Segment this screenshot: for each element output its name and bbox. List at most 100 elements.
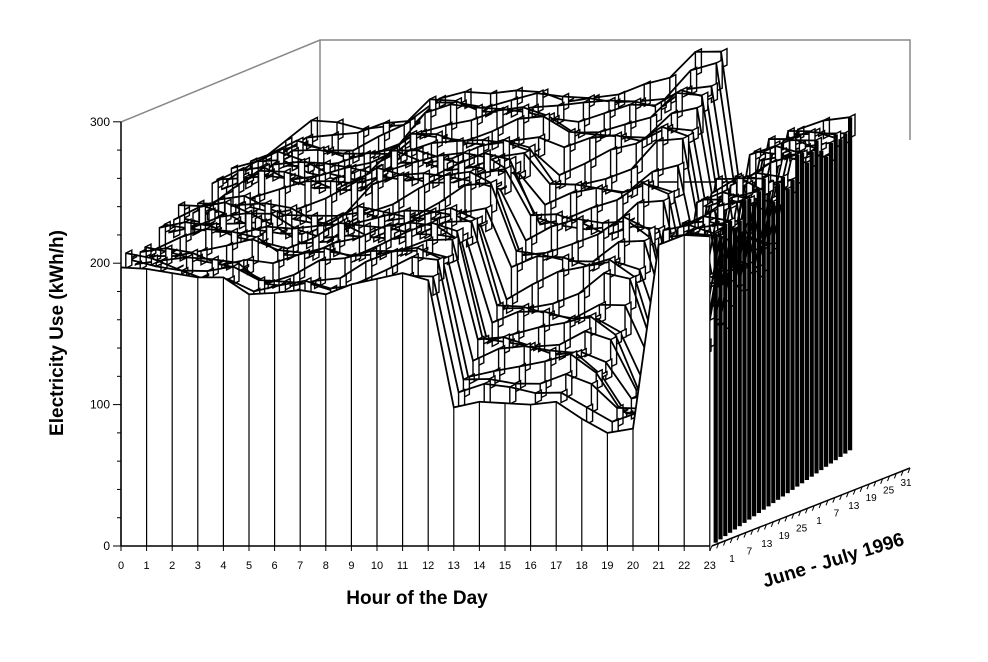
ribbon-segment: [312, 233, 320, 262]
back-frame-outline: [120, 39, 911, 140]
date-tick: [852, 489, 856, 495]
ribbon-segment: [534, 388, 543, 405]
date-tick: [866, 483, 870, 490]
date-tick: [798, 510, 802, 517]
date-tick-label: 13: [848, 501, 860, 512]
ribbon-segment: [713, 227, 722, 235]
x-tick-label: 11: [397, 560, 408, 572]
ribbon-segment: [411, 158, 419, 187]
date-tick-label: 19: [866, 493, 878, 504]
day-edge-bar: [742, 200, 747, 523]
x-tick-label: 5: [246, 560, 252, 572]
front-profile-line: [120, 234, 710, 434]
date-tick: [907, 467, 911, 474]
y-axis: 0 100 200 300: [90, 115, 122, 553]
date-tick: [709, 545, 713, 552]
day-edge-bar: [776, 184, 781, 500]
x-tick-label: 0: [118, 560, 124, 572]
date-tick: [736, 535, 740, 541]
date-tick: [900, 470, 904, 476]
x-tick-label: 21: [652, 560, 664, 572]
x-tick-label: 6: [272, 560, 278, 572]
day-edge-bar: [723, 223, 728, 537]
date-tick: [729, 537, 733, 544]
x-tick-label: 12: [422, 560, 434, 572]
date-tick: [839, 494, 843, 501]
date-tick: [743, 532, 747, 538]
ribbon-segment: [480, 219, 488, 228]
day-edge-bar: [771, 201, 776, 504]
date-tick: [764, 524, 767, 530]
day-edge-bar: [728, 220, 733, 533]
front-drop-lines: [120, 234, 711, 547]
x-tick-label: 10: [371, 560, 383, 572]
date-tick-label: 7: [747, 546, 753, 557]
x-tick-label: 18: [576, 560, 588, 572]
day-edge-bar: [718, 236, 723, 540]
day-edge-bar: [828, 142, 833, 464]
date-tick: [880, 478, 884, 484]
ribbon-segment: [544, 200, 552, 231]
day-edge-bar: [795, 154, 800, 487]
y-tick-label: 200: [90, 256, 110, 270]
x-tick-label: 15: [499, 560, 511, 572]
date-tick-label: 13: [761, 539, 773, 550]
date-tick: [716, 543, 720, 549]
x-tick-label: 2: [169, 560, 175, 572]
ribbon-segment: [464, 181, 472, 220]
x-tick-label: 22: [678, 560, 690, 572]
date-tick: [805, 508, 808, 514]
x-tick-label: 17: [550, 560, 562, 572]
x-tick-label: 3: [195, 560, 201, 572]
ribbon-segment: [238, 200, 247, 230]
ribbon-segment: [208, 207, 216, 226]
ribbon-segment: [432, 272, 440, 297]
x-tick-label: 13: [448, 560, 460, 572]
date-axis-line: [711, 467, 911, 547]
day-edge-bar: [752, 205, 757, 517]
ribbon-segment: [557, 267, 565, 310]
ribbon-segment: [518, 169, 527, 181]
day-edge-bar: [824, 156, 829, 467]
date-tick: [811, 505, 815, 511]
date-tick: [791, 513, 795, 519]
day-edge-bar: [838, 139, 843, 457]
date-tick: [893, 473, 897, 479]
date-tick: [825, 500, 829, 506]
x-axis-title: Hour of the Day: [346, 588, 488, 609]
day-edge-bar: [814, 140, 819, 474]
x-tick-label: 7: [297, 560, 303, 572]
x-tick-label: 19: [601, 560, 613, 572]
y-tick-label: 300: [90, 115, 110, 129]
x-tick-label: 20: [627, 560, 639, 572]
day-edge-bar: [713, 233, 718, 543]
day-edge-bar: [819, 150, 824, 471]
series-line: [135, 223, 725, 417]
x-tick-label: 14: [473, 560, 485, 572]
x-axis: 0 1 2 3 4 5 6 7 8 9 10 11 12 13 14 15 16 17 18 19 20 21 22 23: [118, 545, 716, 572]
date-tick: [757, 526, 761, 533]
x-tick-label: 8: [323, 560, 329, 572]
day-edge-bar: [761, 178, 766, 510]
date-tick: [723, 540, 726, 546]
front-profile-layer: [120, 234, 710, 434]
date-tick-label: 31: [900, 478, 912, 489]
date-tick-label: 19: [779, 531, 791, 542]
day-edge-bar: [747, 198, 752, 520]
day-edge-bar: [843, 133, 848, 454]
ribbon-layer: [125, 47, 856, 543]
x-tick-label: 9: [348, 560, 354, 572]
date-tick: [873, 481, 877, 487]
date-tick: [818, 502, 822, 509]
day-edge-bar: [833, 134, 838, 461]
day-edge-bar: [732, 229, 737, 530]
date-tick: [832, 497, 836, 503]
date-tick: [859, 486, 863, 493]
x-tick-label: 4: [220, 560, 226, 572]
y-tick-label: 100: [90, 398, 110, 412]
y-axis-title: Electricity Use (kWh/h): [47, 230, 68, 436]
date-tick-label: 1: [816, 516, 822, 527]
ribbon-segment: [656, 136, 664, 179]
date-tick-label: 1: [729, 554, 735, 565]
